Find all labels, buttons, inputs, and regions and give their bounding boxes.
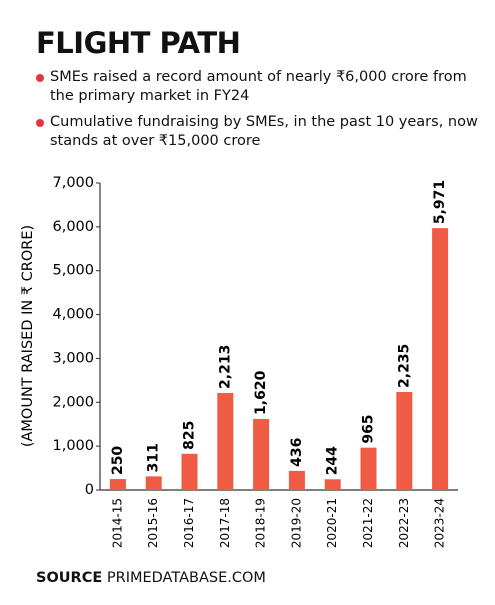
note: SMEs raised a record amount of nearly ₹6… <box>36 68 481 106</box>
x-tick-label: 2022-23 <box>397 498 411 548</box>
y-tick-label: 1,000 <box>52 438 94 454</box>
y-tick-label: 5,000 <box>52 263 94 279</box>
x-tick-label: 2014-15 <box>110 498 124 548</box>
value-label: 250 <box>110 446 126 475</box>
x-tick-label: 2018-19 <box>254 498 268 548</box>
bar <box>396 391 413 490</box>
value-label: 1,620 <box>253 370 269 415</box>
bar <box>324 479 341 490</box>
bar <box>145 476 162 490</box>
value-label: 244 <box>325 446 341 475</box>
x-tick-label: 2019-20 <box>289 498 303 548</box>
chart: (AMOUNT RAISED IN ₹ CRORE) 0 1,000 2,000 3,… <box>20 175 458 548</box>
bar <box>253 418 270 490</box>
value-label: 825 <box>182 421 198 450</box>
bar <box>181 453 198 490</box>
x-tick-label: 2020-21 <box>325 498 339 548</box>
y-tick-label: 4,000 <box>52 307 94 323</box>
bar <box>360 447 377 490</box>
y-tick-label: 3,000 <box>52 350 94 366</box>
x-tick-label: 2016-17 <box>182 498 196 548</box>
x-tick-label: 2017-18 <box>218 498 232 548</box>
value-label: 436 <box>289 438 305 467</box>
note-text: SMEs raised a record amount of nearly ₹6… <box>50 69 467 104</box>
x-tick-label: 2021-22 <box>361 498 375 548</box>
y-tick-label: 0 <box>85 482 94 498</box>
value-label: 5,971 <box>432 180 448 224</box>
note-text: Cumulative fundraising by SMEs, in the p… <box>50 114 478 149</box>
y-tick-label: 2,000 <box>52 394 94 410</box>
y-tick-label: 6,000 <box>52 219 94 235</box>
note: Cumulative fundraising by SMEs, in the p… <box>36 113 481 151</box>
bullet <box>36 119 44 127</box>
value-label: 2,213 <box>217 345 233 389</box>
value-label: 311 <box>146 443 162 472</box>
chart-title: FLIGHT PATH <box>36 26 241 60</box>
value-label: 2,235 <box>396 344 412 388</box>
bar <box>217 392 234 490</box>
header: FLIGHT PATH SMEs raised a record amount … <box>36 26 481 158</box>
source: SOURCE PRIMEDATABASE.COM <box>36 570 266 586</box>
y-tick-label: 7,000 <box>52 175 94 191</box>
bar <box>109 479 126 490</box>
source-label: SOURCE <box>36 570 103 586</box>
source-text: PRIMEDATABASE.COM <box>106 570 266 586</box>
bullet <box>36 74 44 82</box>
y-axis-label: (AMOUNT RAISED IN ₹ CRORE) <box>20 225 36 447</box>
x-tick-label: 2015-16 <box>146 498 160 548</box>
bar <box>432 228 449 490</box>
x-tick-label: 2023-24 <box>433 498 447 548</box>
value-label: 965 <box>361 414 377 443</box>
bar <box>288 470 305 490</box>
